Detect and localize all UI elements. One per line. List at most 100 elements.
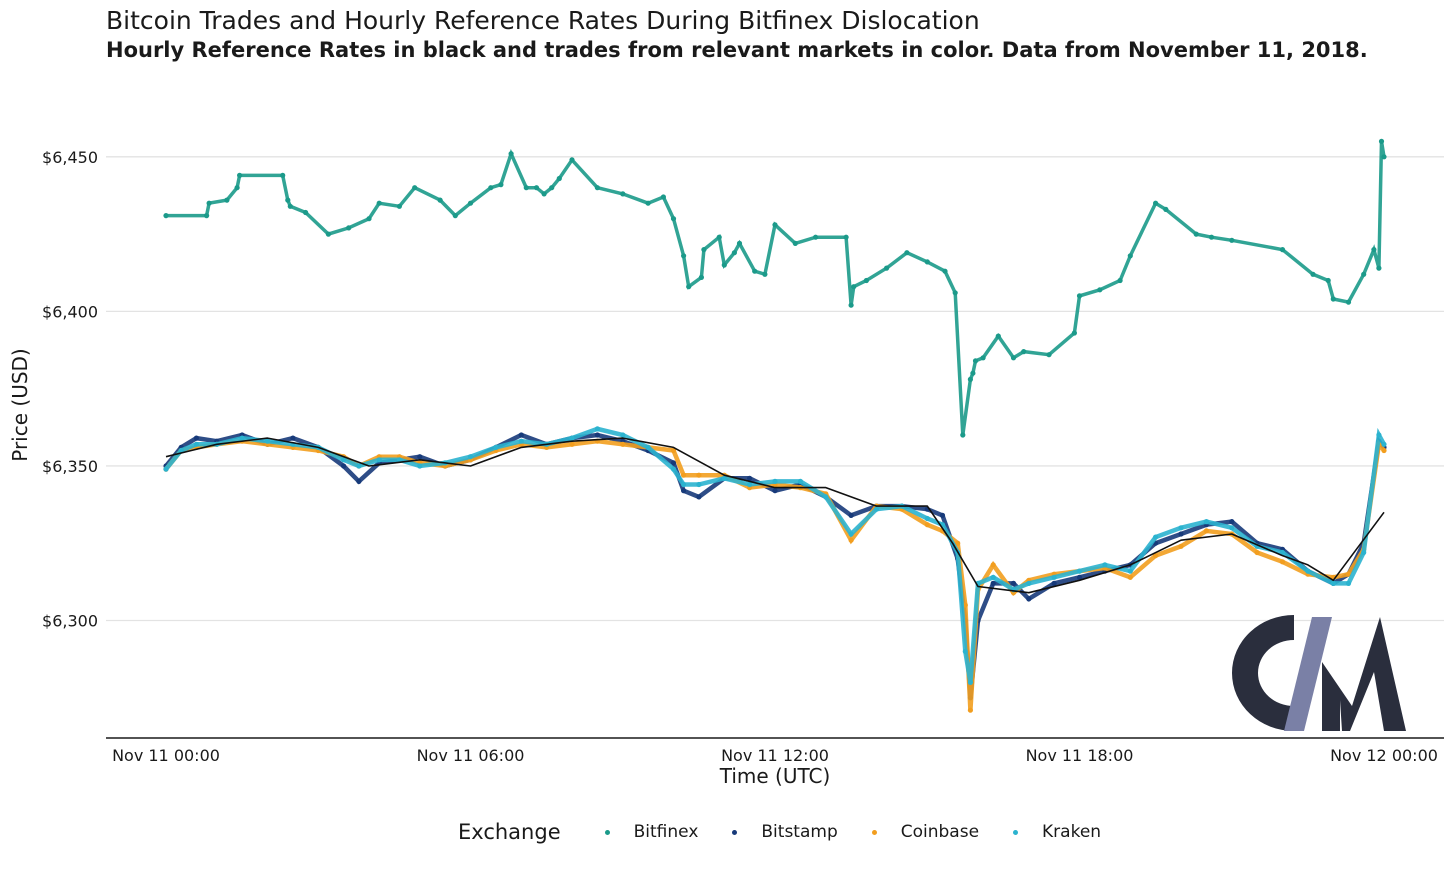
data-point [1203,519,1209,525]
data-point [237,172,243,178]
y-axis-label: Price (USD) [8,348,32,462]
data-point [366,216,372,222]
data-point [952,290,958,296]
data-point [533,185,540,191]
legend-item-coinbase: Coinbase [871,822,979,842]
data-point [549,185,555,191]
data-point [163,466,169,472]
data-point [356,478,362,484]
data-point [1361,271,1367,277]
data-point [955,540,961,546]
data-point [396,203,402,209]
data-point [1279,549,1286,556]
data-point [681,253,687,259]
data-point [620,441,626,447]
data-point [772,222,778,228]
data-point [518,432,524,438]
data-point [1279,247,1286,253]
data-point [376,457,382,463]
chart-title: Bitcoin Trades and Hourly Reference Rate… [106,6,980,35]
data-point [924,515,930,522]
data-point [1076,568,1083,574]
data-point [1378,138,1385,144]
data-point [193,441,199,447]
legend-swatch-coinbase [871,829,877,835]
data-point [346,225,352,231]
data-point [569,157,575,163]
data-point [772,488,778,494]
data-point [1279,559,1286,565]
data-point [178,447,184,454]
data-point [1127,574,1133,580]
data-point [670,466,677,472]
data-point [1371,247,1377,253]
y-tick-label: $6,450 [42,148,98,167]
data-point [1153,553,1159,559]
data-point [670,447,677,454]
legend-swatch-kraken [1013,829,1019,835]
data-point [813,234,819,240]
data-point [1330,580,1336,587]
data-point [924,259,930,265]
data-point [1178,543,1184,549]
data-point [594,185,601,191]
data-point [285,197,291,203]
data-point [412,185,418,191]
y-tick-label: $6,300 [42,612,98,631]
x-tick-label: Nov 11 00:00 [112,746,220,765]
data-point [264,438,271,444]
data-point [1163,206,1169,212]
data-point [939,512,946,519]
data-point [660,194,667,200]
data-point [1097,287,1103,293]
series-kraken [163,426,1387,686]
series-line [166,141,1386,436]
data-point [1345,299,1352,305]
data-point [967,707,974,713]
data-point [772,478,778,484]
data-point [797,478,804,484]
data-point [1071,330,1077,336]
legend-title: Exchange [458,820,561,844]
data-point [645,444,651,450]
data-point [848,512,854,519]
data-point [848,531,854,537]
data-point [1381,447,1387,454]
data-point [843,234,849,240]
data-point [1203,528,1209,534]
data-point [325,231,331,237]
data-point [467,454,474,460]
data-point [1208,234,1215,240]
x-tick-label: Nov 11 18:00 [1026,746,1134,765]
data-point [752,268,758,274]
data-point [594,432,601,438]
data-point [670,216,677,222]
data-point [967,679,974,686]
data-point [848,537,854,543]
data-point [1026,596,1032,602]
data-point [1345,571,1352,577]
data-point [1229,525,1235,531]
x-axis-ticks: Nov 11 00:00 Nov 11 06:00 Nov 11 12:00 Nov … [112,746,1438,765]
logo-m-shape [1322,617,1406,731]
data-point [924,522,930,528]
data-point [303,209,309,216]
data-point [1376,432,1382,438]
logo-slash [1284,617,1332,731]
data-point [206,200,212,206]
data-point [1381,441,1387,447]
data-point [620,432,626,438]
data-point [851,284,857,290]
data-point [290,435,296,441]
data-point [1361,549,1367,556]
data-point [762,271,768,277]
data-point [556,175,562,182]
data-point [1046,352,1052,358]
data-point [645,200,651,206]
data-point [736,240,743,246]
data-point [234,185,240,191]
legend-label-kraken: Kraken [1042,822,1102,842]
data-point [1229,519,1235,525]
data-point [1127,253,1133,259]
